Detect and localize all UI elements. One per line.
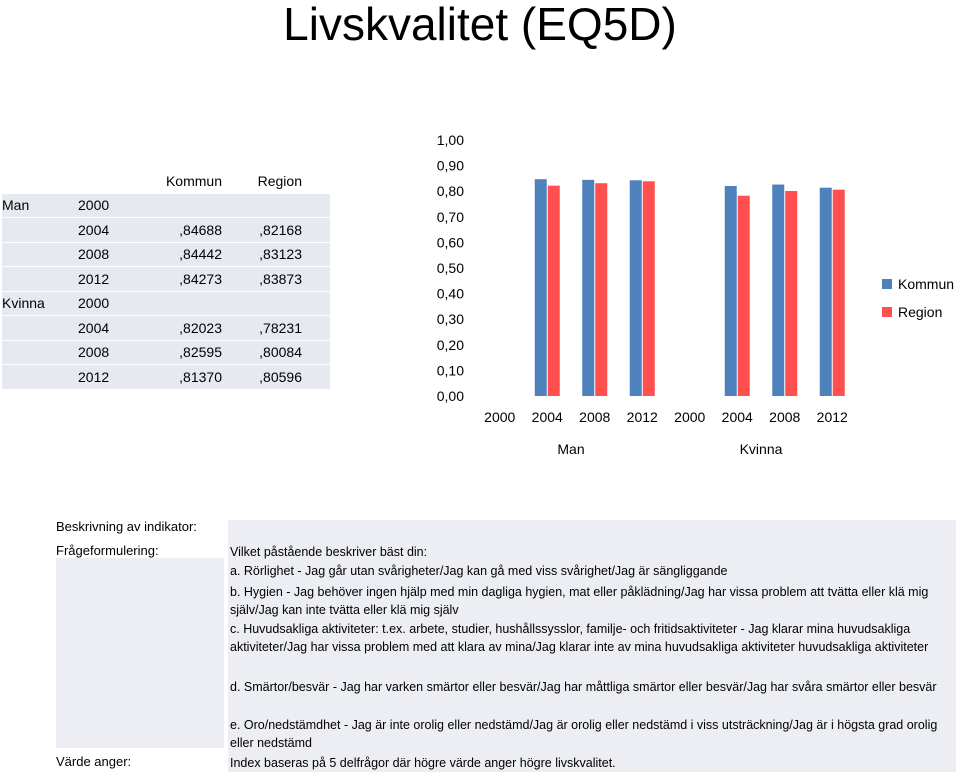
y-tick-label: 0,00 — [437, 388, 464, 404]
x-tick-label: 2012 — [817, 409, 848, 425]
question-item-d: d. Smärtor/besvär - Jag har varken smärt… — [230, 680, 937, 694]
bar-region — [737, 195, 750, 396]
label-fragor: Frågeformulering: — [56, 543, 159, 558]
legend-item-region: Region — [882, 298, 954, 326]
label-varde: Värde anger: — [56, 754, 132, 769]
x-group-label: Man — [557, 441, 584, 457]
kommun-cell — [152, 291, 244, 315]
bar-region — [642, 181, 655, 396]
bar-region — [832, 189, 845, 396]
x-tick-label: 2000 — [484, 409, 515, 425]
group-cell — [2, 242, 74, 266]
region-cell: ,83123 — [244, 242, 330, 266]
group-cell — [2, 218, 74, 242]
year-cell: 2008 — [74, 340, 152, 364]
x-tick-label: 2004 — [722, 409, 753, 425]
group-cell — [2, 340, 74, 364]
bar-kommun — [534, 179, 547, 396]
year-cell: 2004 — [74, 316, 152, 340]
kommun-cell: ,84442 — [152, 242, 244, 266]
y-tick-label: 0,60 — [437, 234, 464, 250]
year-cell: 2000 — [74, 193, 152, 217]
page-title: Livskvalitet (EQ5D) — [283, 0, 677, 50]
bar-kommun — [582, 179, 595, 396]
group-cell — [2, 316, 74, 340]
question-item-c: c. Huvudsakliga aktiviteter: t.ex. arbet… — [230, 622, 929, 654]
kommun-cell — [152, 193, 244, 217]
kommun-cell: ,84273 — [152, 267, 244, 291]
table-row: 2012 ,81370 ,80596 — [2, 365, 330, 389]
table-row: 2004 ,82023 ,78231 — [2, 316, 330, 340]
bar-kommun — [629, 180, 642, 396]
year-cell: 2012 — [74, 267, 152, 291]
column-header-region: Region — [257, 172, 302, 189]
x-tick-label: 2000 — [674, 409, 705, 425]
kommun-cell: ,82023 — [152, 316, 244, 340]
description-box — [228, 520, 956, 772]
legend-swatch-kommun — [882, 279, 892, 289]
region-cell: ,82168 — [244, 218, 330, 242]
legend-label-region: Region — [898, 304, 943, 320]
label-column — [56, 558, 224, 748]
year-cell: 2004 — [74, 218, 152, 242]
kommun-cell: ,81370 — [152, 365, 244, 389]
label-beskrivning: Beskrivning av indikator: — [56, 519, 197, 534]
table-row: 2012 ,84273 ,83873 — [2, 267, 330, 291]
question-intro: Vilket påstående beskriver bäst din: — [230, 545, 428, 559]
table-row: Man 2000 — [2, 193, 330, 217]
x-tick-label: 2008 — [579, 409, 610, 425]
region-cell — [244, 291, 330, 315]
legend-item-kommun: Kommun — [882, 270, 954, 298]
region-cell: ,80084 — [244, 340, 330, 364]
x-group-label: Kvinna — [740, 441, 783, 457]
group-cell — [2, 365, 74, 389]
bar-chart: 0,00 0,10 0,20 0,30 0,40 0,50 0,60 0,70 0,80 0,90… — [437, 132, 848, 457]
bar-kommun — [819, 187, 832, 396]
chart-legend: Kommun Region — [882, 270, 954, 326]
table-header-row: Kommun Region — [2, 169, 330, 193]
question-item-a: a. Rörlighet - Jag går utan svårigheter/… — [230, 564, 728, 578]
year-cell: 2000 — [74, 291, 152, 315]
y-tick-label: 0,80 — [437, 183, 464, 199]
bar-region — [595, 183, 608, 396]
y-tick-label: 0,40 — [437, 286, 464, 302]
y-tick-label: 1,00 — [437, 132, 464, 148]
x-tick-label: 2012 — [627, 409, 658, 425]
bar-kommun — [724, 186, 737, 396]
bar-region — [785, 190, 798, 396]
region-cell: ,83873 — [244, 267, 330, 291]
region-cell: ,80596 — [244, 365, 330, 389]
year-cell: 2012 — [74, 365, 152, 389]
group-cell: Kvinna — [2, 291, 74, 315]
data-table: Kommun Region Man 2000 2004 ,84688 ,8216… — [2, 168, 330, 390]
bar-kommun — [772, 184, 785, 396]
table-row: Kvinna 2000 — [2, 291, 330, 315]
x-tick-label: 2004 — [532, 409, 563, 425]
legend-swatch-region — [882, 307, 892, 317]
y-tick-label: 0,90 — [437, 158, 464, 174]
y-tick-label: 0,30 — [437, 311, 464, 327]
year-cell: 2008 — [74, 242, 152, 266]
question-item-b: b. Hygien - Jag behöver ingen hjälp med … — [230, 585, 929, 617]
y-tick-label: 0,70 — [437, 209, 464, 225]
kommun-cell: ,82595 — [152, 340, 244, 364]
region-cell: ,78231 — [244, 316, 330, 340]
region-cell — [244, 193, 330, 217]
table-row: 2008 ,82595 ,80084 — [2, 340, 330, 364]
bar-region — [547, 185, 560, 396]
value-description: Index baseras på 5 delfrågor där högre v… — [230, 756, 616, 770]
x-tick-label: 2008 — [769, 409, 800, 425]
question-item-e: e. Oro/nedstämdhet - Jag är inte orolig … — [230, 718, 938, 750]
table-row: 2004 ,84688 ,82168 — [2, 218, 330, 242]
legend-label-kommun: Kommun — [898, 276, 955, 292]
y-tick-label: 0,20 — [437, 337, 464, 353]
group-cell — [2, 267, 74, 291]
kommun-cell: ,84688 — [152, 218, 244, 242]
table-row: 2008 ,84442 ,83123 — [2, 242, 330, 266]
y-tick-label: 0,50 — [437, 260, 464, 276]
group-cell: Man — [2, 193, 74, 217]
column-header-kommun: Kommun — [165, 172, 222, 189]
y-tick-label: 0,10 — [437, 362, 464, 378]
